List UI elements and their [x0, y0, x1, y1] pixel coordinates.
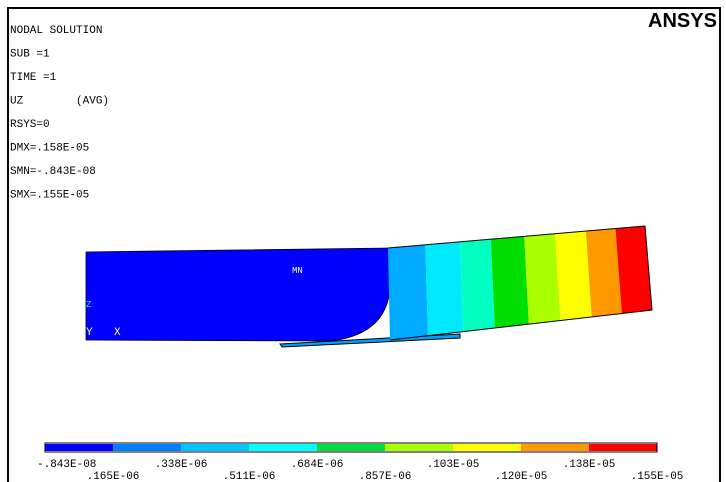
legend-swatch [113, 444, 181, 451]
contour-band [524, 234, 560, 324]
body-min-region [86, 248, 390, 341]
axis-label: Z [86, 300, 92, 310]
logo: ANSYS [648, 10, 717, 32]
legend-label: .155E-05 [631, 471, 684, 482]
legend-swatch [249, 444, 317, 451]
legend-label: -.843E-08 [37, 459, 96, 471]
legend-label: .684E-06 [291, 459, 344, 471]
axis-label: X [114, 327, 121, 339]
legend-swatch [521, 444, 589, 451]
contour-band [425, 242, 463, 336]
legend-label: .138E-05 [563, 459, 616, 471]
legend-swatch [453, 444, 521, 451]
legend-label: .511E-06 [223, 471, 276, 482]
legend-swatch [317, 444, 385, 451]
info-line: RSYS=0 [10, 119, 50, 131]
contour-band [491, 236, 529, 328]
legend-swatch [589, 444, 657, 451]
info-line: SMX=.155E-05 [10, 190, 89, 202]
info-line: SMN=-.843E-08 [10, 166, 96, 178]
contour-band [388, 245, 428, 340]
legend-label: .165E-06 [87, 471, 140, 482]
info-line: DMX=.158E-05 [10, 143, 89, 155]
legend-label: .103E-05 [427, 459, 480, 471]
info-line: TIME =1 [10, 72, 57, 84]
legend-swatch [181, 444, 249, 451]
legend-swatch [45, 444, 113, 451]
info-line: SUB =1 [10, 49, 50, 61]
legend-swatch [385, 444, 453, 451]
legend-label: .857E-06 [359, 471, 412, 482]
axis-label: Y [86, 327, 93, 339]
contour-band [555, 231, 592, 320]
info-line: UZ (AVG) [10, 96, 109, 108]
info-line: NODAL SOLUTION [10, 25, 102, 37]
min-label: MN [292, 266, 303, 276]
legend-label: .338E-06 [155, 459, 208, 471]
ansys-window: ANSYS NODAL SOLUTION SUB =1 TIME =1 UZ (AVG… [0, 0, 726, 482]
legend-label: .120E-05 [495, 471, 548, 482]
contour-band [460, 239, 495, 331]
